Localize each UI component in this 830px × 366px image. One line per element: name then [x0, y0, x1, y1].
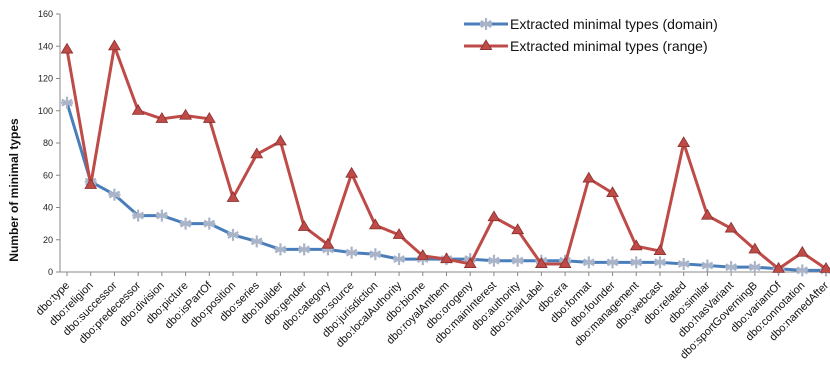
data-point: [298, 243, 311, 256]
data-point: [606, 186, 619, 197]
legend-marker: [480, 18, 492, 30]
data-point: [132, 209, 145, 222]
data-point: [677, 136, 691, 148]
data-point: [202, 112, 216, 123]
legend-label: Extracted minimal types (domain): [510, 16, 718, 32]
data-point: [796, 264, 809, 277]
data-point: [368, 218, 382, 230]
series-layer: [60, 39, 830, 277]
data-point: [582, 171, 596, 183]
data-point: [226, 191, 240, 202]
y-tick-label: 80: [43, 138, 53, 148]
y-tick-label: 40: [43, 203, 53, 213]
data-point: [321, 237, 335, 249]
data-point: [653, 256, 666, 269]
data-point: [748, 242, 762, 254]
y-tick-label: 0: [48, 267, 53, 277]
data-point: [511, 223, 525, 235]
legend-item-2: Extracted minimal types (range): [464, 38, 708, 54]
data-point: [84, 178, 98, 189]
data-point: [227, 228, 240, 241]
data-point: [297, 220, 311, 231]
data-point: [274, 243, 287, 256]
series-1: [61, 96, 830, 277]
data-point: [203, 217, 216, 230]
data-point: [701, 259, 714, 272]
data-point: [345, 246, 358, 259]
data-point: [463, 257, 477, 268]
data-point: [274, 134, 287, 146]
data-point: [487, 254, 500, 267]
data-point: [131, 103, 145, 115]
legend-marker: [479, 39, 493, 50]
data-point: [392, 228, 406, 239]
data-point: [250, 147, 264, 159]
y-tick-label: 100: [38, 106, 53, 116]
y-tick-label: 120: [38, 74, 53, 84]
data-point: [108, 188, 121, 201]
data-point: [725, 261, 738, 274]
data-point: [630, 256, 643, 269]
data-point: [250, 235, 263, 248]
data-point: [629, 239, 643, 251]
data-point: [724, 221, 738, 233]
data-point: [155, 209, 168, 222]
data-point: [606, 256, 619, 269]
axes: 020406080100120140160dbo:typedbo:religio…: [34, 9, 830, 362]
y-axis-label: Number of minimal types: [7, 118, 21, 262]
data-point: [321, 243, 334, 256]
data-point: [653, 244, 667, 256]
series-2: [60, 39, 830, 273]
data-point: [393, 253, 406, 266]
data-point: [772, 261, 785, 273]
y-tick-label: 60: [43, 170, 53, 180]
series-line: [65, 102, 826, 272]
data-point: [179, 217, 192, 230]
data-point: [534, 257, 548, 268]
data-point: [819, 261, 830, 273]
data-point: [179, 108, 192, 120]
y-tick-label: 20: [43, 235, 53, 245]
data-point: [60, 42, 74, 54]
data-point: [582, 256, 595, 269]
data-point: [155, 112, 169, 123]
data-point: [108, 39, 121, 51]
legend-item-1: Extracted minimal types (domain): [464, 16, 718, 32]
data-point: [701, 208, 714, 220]
data-point: [748, 261, 761, 274]
data-point: [345, 166, 359, 178]
legend-label: Extracted minimal types (range): [510, 38, 708, 54]
legend: Extracted minimal types (domain) Extracte…: [464, 16, 718, 54]
data-point: [440, 252, 453, 264]
data-point: [795, 245, 809, 257]
series-line: [65, 44, 827, 271]
data-point: [558, 257, 572, 268]
data-point: [416, 249, 430, 260]
data-point: [511, 254, 524, 267]
data-point: [487, 210, 501, 222]
y-tick-label: 140: [38, 41, 53, 51]
data-point: [677, 257, 690, 270]
y-tick-label: 160: [38, 9, 53, 19]
data-point: [61, 96, 73, 109]
data-point: [369, 248, 382, 261]
